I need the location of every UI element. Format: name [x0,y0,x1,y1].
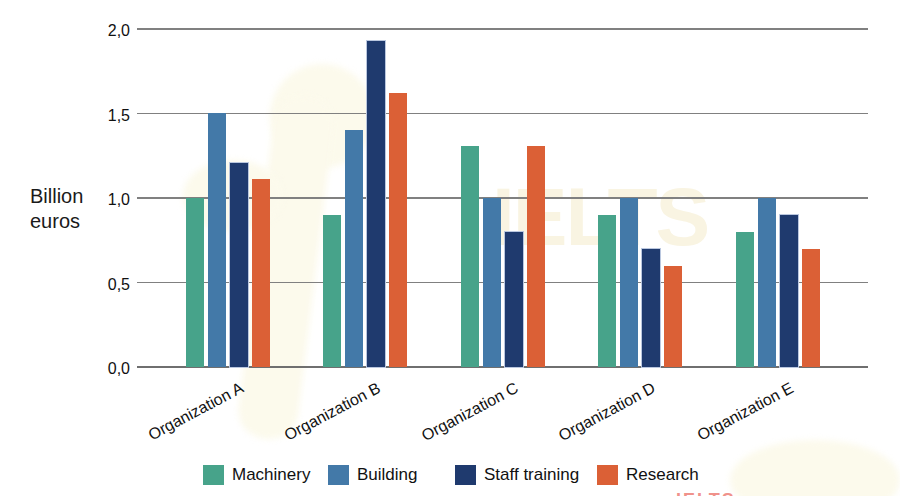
y-tick-label: 0,5 [58,276,130,294]
y-axis-title: Billion euros [30,184,104,234]
bar-machinery [186,198,204,367]
watermark-blob-bottom-right [730,440,900,496]
y-tick-label: 2,0 [58,22,130,40]
bar-building [758,198,776,367]
legend-item-research: Research [597,464,699,486]
x-axis-label: Organization C [418,379,521,445]
bar-building [345,130,363,367]
y-tick-label: 0,0 [58,360,130,378]
legend-item-staff-training: Staff training [455,464,579,486]
legend-label: Building [357,465,418,485]
x-axis-label: Organization E [694,379,796,445]
gridline-2,0 [137,28,868,29]
bar-staff-training [230,163,248,367]
watermark-swath [235,93,337,443]
bar-research [664,266,682,367]
bar-staff-training [367,41,385,367]
legend-swatch [597,465,618,485]
bar-research [252,179,270,367]
footer-logo-text: IELTS [676,490,736,496]
bar-chart: IELTS 0,00,51,01,52,0 Billion euros Orga… [0,0,900,496]
legend-label: Staff training [484,465,579,485]
legend-label: Research [626,465,699,485]
legend-swatch [455,465,476,485]
bar-machinery [736,232,754,367]
bar-building [208,113,226,367]
bar-staff-training [780,215,798,367]
x-axis-label: Organization A [145,379,246,444]
y-tick-label: 1,5 [58,107,130,125]
bar-staff-training [642,249,660,367]
bar-machinery [598,215,616,367]
bar-research [527,146,545,367]
bar-machinery [323,215,341,367]
bar-research [389,93,407,367]
legend-item-building: Building [328,464,418,486]
x-axis-label: Organization D [556,379,659,445]
legend-swatch [328,465,349,485]
bar-building [483,198,501,367]
bar-machinery [461,146,479,367]
bar-building [620,198,638,367]
gridline-1,5 [137,113,868,114]
legend-swatch [203,465,224,485]
bar-research [802,249,820,367]
legend-item-machinery: Machinery [203,464,310,486]
bar-staff-training [505,232,523,367]
legend-label: Machinery [232,465,310,485]
